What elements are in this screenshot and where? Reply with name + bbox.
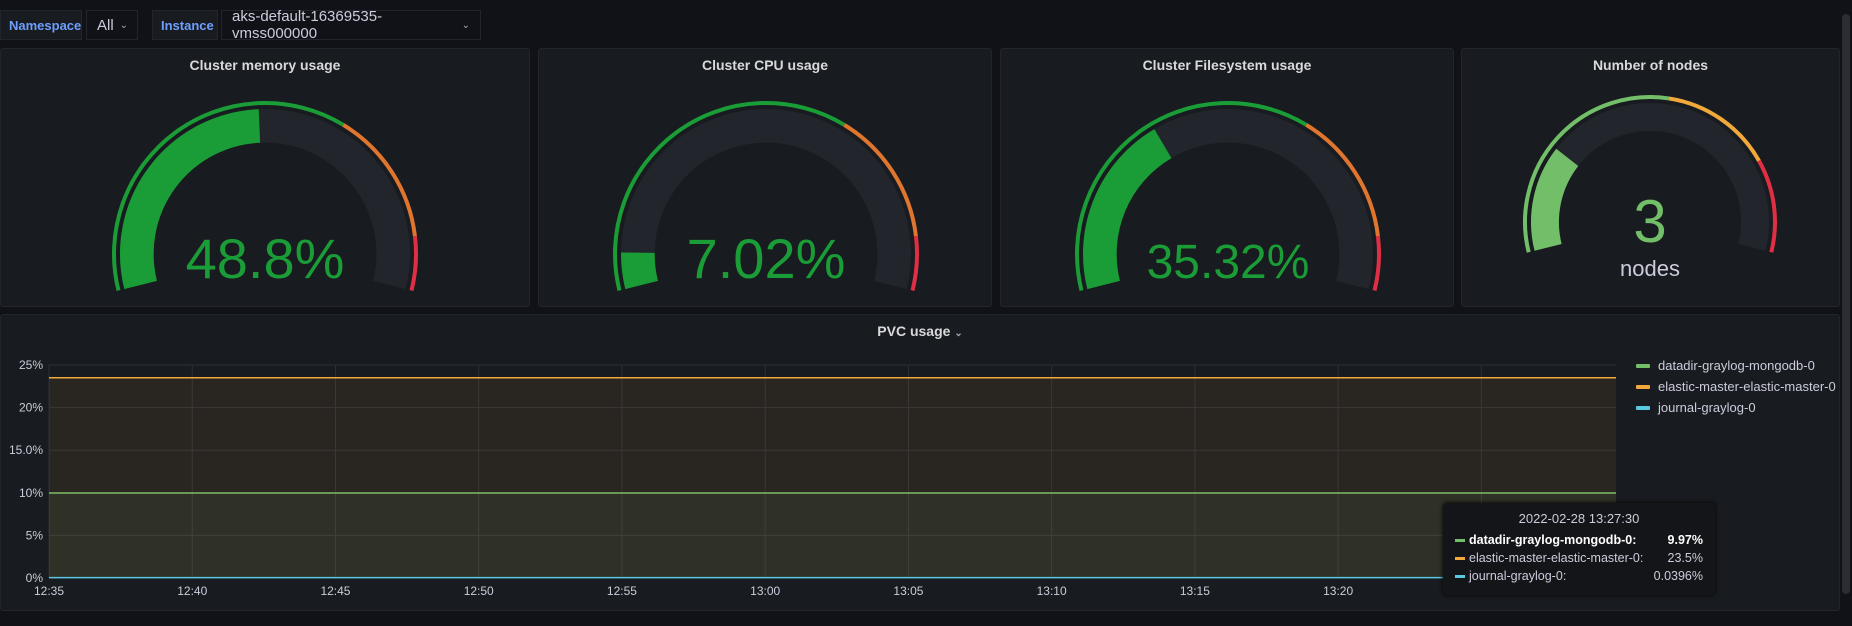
tooltip-value: 23.5%: [1667, 551, 1703, 565]
panel-pvc-usage[interactable]: PVC usage ⌄ 0% 5% 10% 15.0% 20% 25% 12:35 12:40…: [0, 314, 1840, 611]
pvc-title: PVC usage: [877, 323, 951, 339]
gauge-value: 7.02%: [687, 227, 846, 290]
threshold-arc: [1523, 95, 1670, 253]
x-tick-label: 12:55: [607, 584, 637, 598]
legend-swatch: [1636, 384, 1650, 389]
namespace-dropdown[interactable]: All ⌄: [86, 10, 138, 40]
chart-tooltip: 2022-02-28 13:27:30 datadir-graylog-mong…: [1443, 503, 1715, 595]
x-tick-label: 12:35: [34, 584, 64, 598]
filesystem-gauge: 35.32%: [1075, 101, 1381, 292]
panel-title: Cluster CPU usage: [701, 57, 829, 73]
instance-label: Instance: [152, 10, 218, 40]
x-tick-label: 12:40: [177, 584, 207, 598]
panel-nodes[interactable]: Number of nodes 3 nodes: [1461, 48, 1840, 307]
gauge-fill: [621, 252, 659, 290]
threshold-arc: [1305, 123, 1380, 237]
gauge-fill: [1531, 148, 1579, 251]
y-tick-label: 10%: [19, 486, 43, 500]
tooltip-swatch: [1455, 556, 1465, 560]
y-tick-label: 5%: [26, 528, 44, 542]
legend-item[interactable]: datadir-graylog-mongodb-0: [1636, 355, 1836, 376]
y-tick-label: 0%: [26, 571, 44, 585]
instance-value: aks-default-16369535-vmss000000: [232, 8, 383, 42]
namespace-value: All: [97, 16, 114, 34]
threshold-arc: [843, 123, 918, 237]
x-tick-label: 13:15: [1180, 584, 1210, 598]
legend-swatch: [1636, 405, 1650, 410]
tooltip-value: 9.97%: [1667, 533, 1703, 547]
tooltip-series: elastic-master-elastic-master-0: [1469, 551, 1640, 565]
gauge-value: 3: [1633, 188, 1666, 255]
gauge-track: [621, 109, 911, 290]
instance-label-text: Instance: [161, 17, 214, 33]
scrollbar[interactable]: [1842, 14, 1850, 594]
legend-label: elastic-master-elastic-master-0: [1658, 379, 1836, 394]
panel-title: Cluster memory usage: [189, 57, 341, 73]
tooltip-swatch: [1455, 538, 1465, 542]
legend-label: datadir-graylog-mongodb-0: [1658, 358, 1815, 373]
threshold-arc: [910, 235, 919, 292]
x-tick-label: 13:20: [1323, 584, 1353, 598]
x-tick-label: 12:50: [464, 584, 494, 598]
gauge-unit: nodes: [1620, 256, 1680, 281]
x-tick-label: 13:00: [750, 584, 780, 598]
threshold-arc: [409, 235, 418, 292]
x-tick-label: 12:45: [320, 584, 350, 598]
threshold-arc: [1075, 101, 1308, 292]
panel-title[interactable]: PVC usage ⌄: [1, 323, 1839, 339]
threshold-arc: [342, 123, 417, 237]
panel-title: Cluster Filesystem usage: [1142, 57, 1312, 73]
threshold-arc: [1668, 96, 1761, 162]
tooltip-swatch: [1455, 574, 1465, 578]
tooltip-value: 0.0396%: [1653, 569, 1703, 583]
gauge-value: 48.8%: [186, 227, 345, 290]
y-tick-label: 25%: [19, 358, 43, 372]
legend: datadir-graylog-mongodb-0 elastic-master…: [1636, 355, 1836, 418]
legend-label: journal-graylog-0: [1658, 400, 1756, 415]
gauge-value: 35.32%: [1147, 236, 1310, 289]
legend-swatch: [1636, 363, 1650, 368]
tooltip-series: journal-graylog-0: [1469, 569, 1563, 583]
gauge-fill: [1083, 129, 1172, 290]
series-area: [49, 377, 1616, 578]
legend-item[interactable]: elastic-master-elastic-master-0: [1636, 376, 1836, 397]
threshold-arc: [112, 101, 345, 292]
panel-memory[interactable]: Cluster memory usage 48.8%: [0, 48, 530, 307]
panel-title: Number of nodes: [1592, 57, 1709, 73]
x-tick-label: 13:10: [1037, 584, 1067, 598]
namespace-label: Namespace: [0, 10, 82, 40]
threshold-arc: [613, 101, 846, 292]
tooltip-series: datadir-graylog-mongodb-0: [1469, 533, 1633, 547]
chevron-down-icon: ⌄: [119, 19, 129, 31]
gauge-fill: [120, 109, 261, 290]
series-area: [49, 493, 1616, 578]
x-tick-label: 13:05: [893, 584, 923, 598]
namespace-label-text: Namespace: [9, 17, 82, 33]
tooltip-row: elastic-master-elastic-master-0:23.5%: [1455, 549, 1703, 567]
chevron-down-icon: ⌄: [954, 328, 963, 339]
pvc-chart[interactable]: 0% 5% 10% 15.0% 20% 25% 12:35 12:40 12:45 12:50 12…: [1, 315, 1841, 612]
threshold-arc: [1757, 159, 1777, 253]
tooltip-row: journal-graylog-0:0.0396%: [1455, 567, 1703, 585]
legend-item[interactable]: journal-graylog-0: [1636, 397, 1836, 418]
y-tick-label: 20%: [19, 401, 43, 415]
panel-filesystem[interactable]: Cluster Filesystem usage 35.32%: [1000, 48, 1454, 307]
panel-cpu[interactable]: Cluster CPU usage 7.02%: [538, 48, 992, 307]
threshold-arc: [1372, 235, 1381, 292]
tooltip-row: datadir-graylog-mongodb-0:9.97%: [1455, 531, 1703, 549]
memory-gauge: 48.8%: [112, 101, 418, 292]
tooltip-time: 2022-02-28 13:27:30: [1518, 511, 1640, 526]
y-tick-label: 15.0%: [9, 443, 43, 457]
cpu-gauge: 7.02%: [613, 101, 919, 292]
instance-dropdown[interactable]: aks-default-16369535-vmss000000 ⌄: [221, 8, 481, 42]
chevron-down-icon: ⌄: [461, 19, 470, 31]
